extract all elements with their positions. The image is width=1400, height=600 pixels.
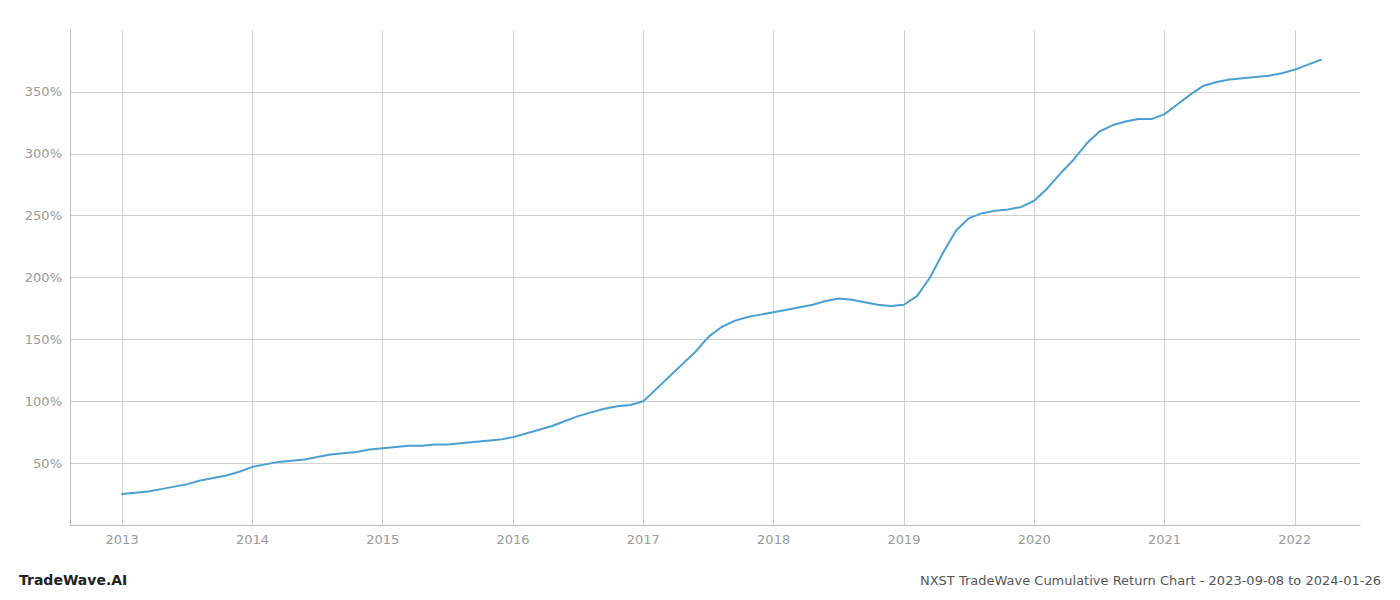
svg-text:2020: 2020 xyxy=(1018,532,1051,547)
svg-text:200%: 200% xyxy=(25,270,62,285)
svg-text:250%: 250% xyxy=(25,208,62,223)
svg-text:2019: 2019 xyxy=(887,532,920,547)
svg-text:350%: 350% xyxy=(25,84,62,99)
svg-text:300%: 300% xyxy=(25,146,62,161)
svg-text:50%: 50% xyxy=(33,456,62,471)
svg-text:2017: 2017 xyxy=(627,532,660,547)
svg-text:2016: 2016 xyxy=(496,532,529,547)
svg-text:TradeWave.AI: TradeWave.AI xyxy=(19,572,127,588)
svg-text:2015: 2015 xyxy=(366,532,399,547)
svg-text:2021: 2021 xyxy=(1148,532,1181,547)
svg-text:2022: 2022 xyxy=(1278,532,1311,547)
svg-text:NXST TradeWave Cumulative Retu: NXST TradeWave Cumulative Return Chart -… xyxy=(920,573,1381,588)
svg-text:150%: 150% xyxy=(25,332,62,347)
svg-text:2013: 2013 xyxy=(106,532,139,547)
svg-text:2018: 2018 xyxy=(757,532,790,547)
svg-text:100%: 100% xyxy=(25,394,62,409)
svg-text:2014: 2014 xyxy=(236,532,269,547)
